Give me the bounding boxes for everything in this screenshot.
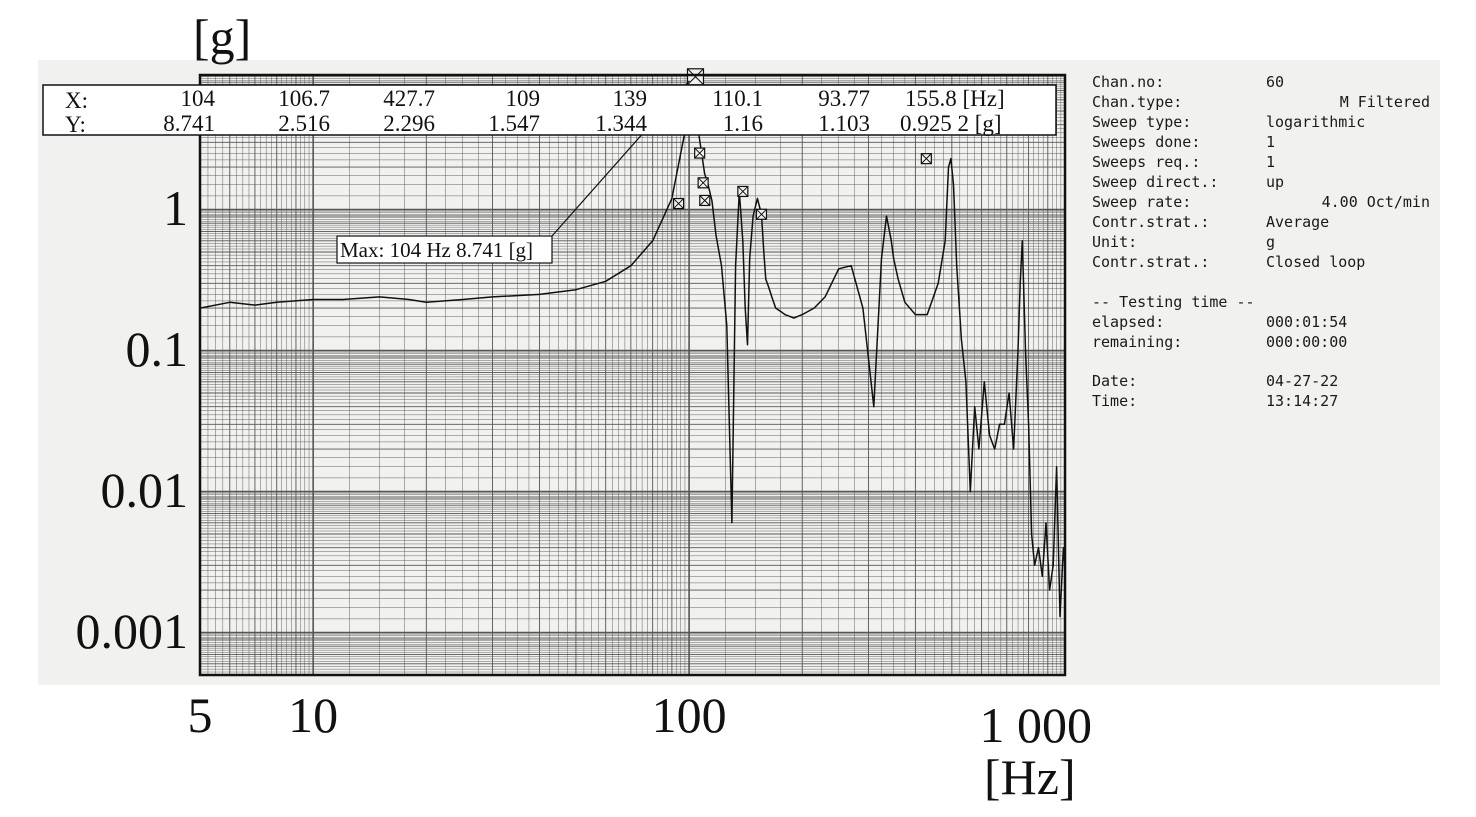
- info-label: Unit:: [1092, 233, 1138, 251]
- peak-marker: [697, 177, 709, 189]
- peak-marker: [920, 153, 932, 165]
- peak-marker-cross: [756, 208, 767, 220]
- info-label: Sweep direct.:: [1092, 173, 1219, 191]
- readout-x-value: 427.7: [383, 86, 435, 111]
- info-label: Date:: [1092, 372, 1138, 390]
- readout-box: [42, 84, 1057, 136]
- y-tick-label: 0.001: [75, 602, 189, 659]
- info-label: Chan.type:: [1092, 93, 1183, 111]
- x-axis-label: [Hz]: [984, 749, 1076, 805]
- readout-y-value: 8.741: [163, 111, 215, 136]
- info-value: 000:01:54: [1266, 313, 1348, 331]
- info-label: Time:: [1092, 392, 1138, 410]
- info-value: Average: [1266, 213, 1330, 231]
- peak-marker-cross: [699, 195, 711, 206]
- readout-y-value: 2.516: [278, 111, 330, 136]
- peak-marker-cross: [673, 198, 684, 209]
- peak-marker: [672, 197, 685, 210]
- x-tick-label: 10: [288, 687, 339, 743]
- grid-layer: [199, 74, 1066, 676]
- info-value: logarithmic: [1266, 113, 1366, 131]
- info-label: Contr.strat.:: [1092, 213, 1210, 231]
- info-value: 000:00:00: [1266, 333, 1348, 351]
- marker-layer: [672, 68, 932, 220]
- readout-y-label: Y:: [65, 112, 86, 137]
- readout-x-value: 106.7: [278, 86, 330, 111]
- info-label: Sweeps done:: [1092, 133, 1201, 151]
- peak-marker: [755, 208, 768, 220]
- x-tick-label: 5: [187, 687, 213, 743]
- readout-y-value: 2.296: [383, 111, 435, 136]
- x-tick-label: 1 000: [979, 697, 1093, 753]
- readout-x-value: 104: [181, 86, 216, 111]
- readout-x-value: 93.77: [818, 86, 870, 111]
- max-annotation-box: [336, 235, 553, 264]
- y-tick-label: 1: [163, 179, 188, 236]
- x-tick-label: 100: [651, 687, 727, 743]
- info-value: g: [1266, 233, 1276, 251]
- series-layer: [199, 76, 1066, 618]
- readout-x-label: X:: [65, 88, 88, 113]
- info-label: Chan.no:: [1092, 73, 1165, 91]
- peak-marker: [694, 147, 706, 159]
- frame-layer: [198, 73, 1067, 677]
- testing-time-header: -- Testing time --: [1092, 293, 1255, 311]
- info-value: 1: [1266, 133, 1276, 151]
- readout-y-value: 1.103: [818, 111, 870, 136]
- peak-marker-cross: [920, 153, 932, 165]
- readout-x-value: 110.1: [712, 86, 763, 111]
- readout-x-value: 109: [506, 86, 541, 111]
- info-label: Sweep type:: [1092, 113, 1192, 131]
- y-tick-label: 0.01: [100, 461, 189, 518]
- info-label: elapsed:: [1092, 313, 1165, 331]
- info-label: Sweeps req.:: [1092, 153, 1201, 171]
- info-label: remaining:: [1092, 333, 1183, 351]
- info-value: 4.00 Oct/min: [1321, 193, 1430, 211]
- readout-x-value: 139: [613, 86, 648, 111]
- info-scan-background: [1070, 60, 1440, 685]
- info-label: Sweep rate:: [1092, 193, 1192, 211]
- peak-marker-cross: [737, 186, 749, 197]
- series-line: [199, 76, 1066, 618]
- info-value: 60: [1266, 73, 1285, 91]
- max-annotation-text: Max: 104 Hz 8.741 [g]: [340, 238, 533, 262]
- plot-frame: [198, 73, 1067, 677]
- y-tick-label: 0.1: [125, 320, 189, 377]
- info-value: M Filtered: [1339, 93, 1430, 111]
- info-value: 13:14:27: [1266, 392, 1339, 410]
- peak-marker-cross: [694, 147, 706, 159]
- info-label: Contr.strat.:: [1092, 253, 1210, 271]
- peak-marker: [699, 194, 711, 207]
- readout-x-value: 155.8 [Hz]: [905, 86, 1005, 111]
- peak-marker: [737, 185, 749, 198]
- info-value: up: [1266, 173, 1285, 191]
- info-value: Closed loop: [1266, 253, 1366, 271]
- peak-marker-cross: [697, 177, 709, 189]
- readout-layer: X:Y: 104 106.7 427.7 109 139 110.1 93.77 155.8 […: [42, 80, 1057, 264]
- info-value: 04-27-22: [1266, 372, 1339, 390]
- y-axis-label: [g]: [193, 9, 252, 65]
- peak-marker-cross: [687, 68, 704, 86]
- readout-y-value: 0.925 2 [g]: [900, 111, 1002, 136]
- readout-y-value: 1.547: [488, 111, 540, 136]
- readout-y-value: 1.16: [723, 111, 763, 136]
- info-value: 1: [1266, 153, 1276, 171]
- readout-y-value: 1.344: [595, 111, 647, 136]
- peak-marker: [686, 68, 705, 86]
